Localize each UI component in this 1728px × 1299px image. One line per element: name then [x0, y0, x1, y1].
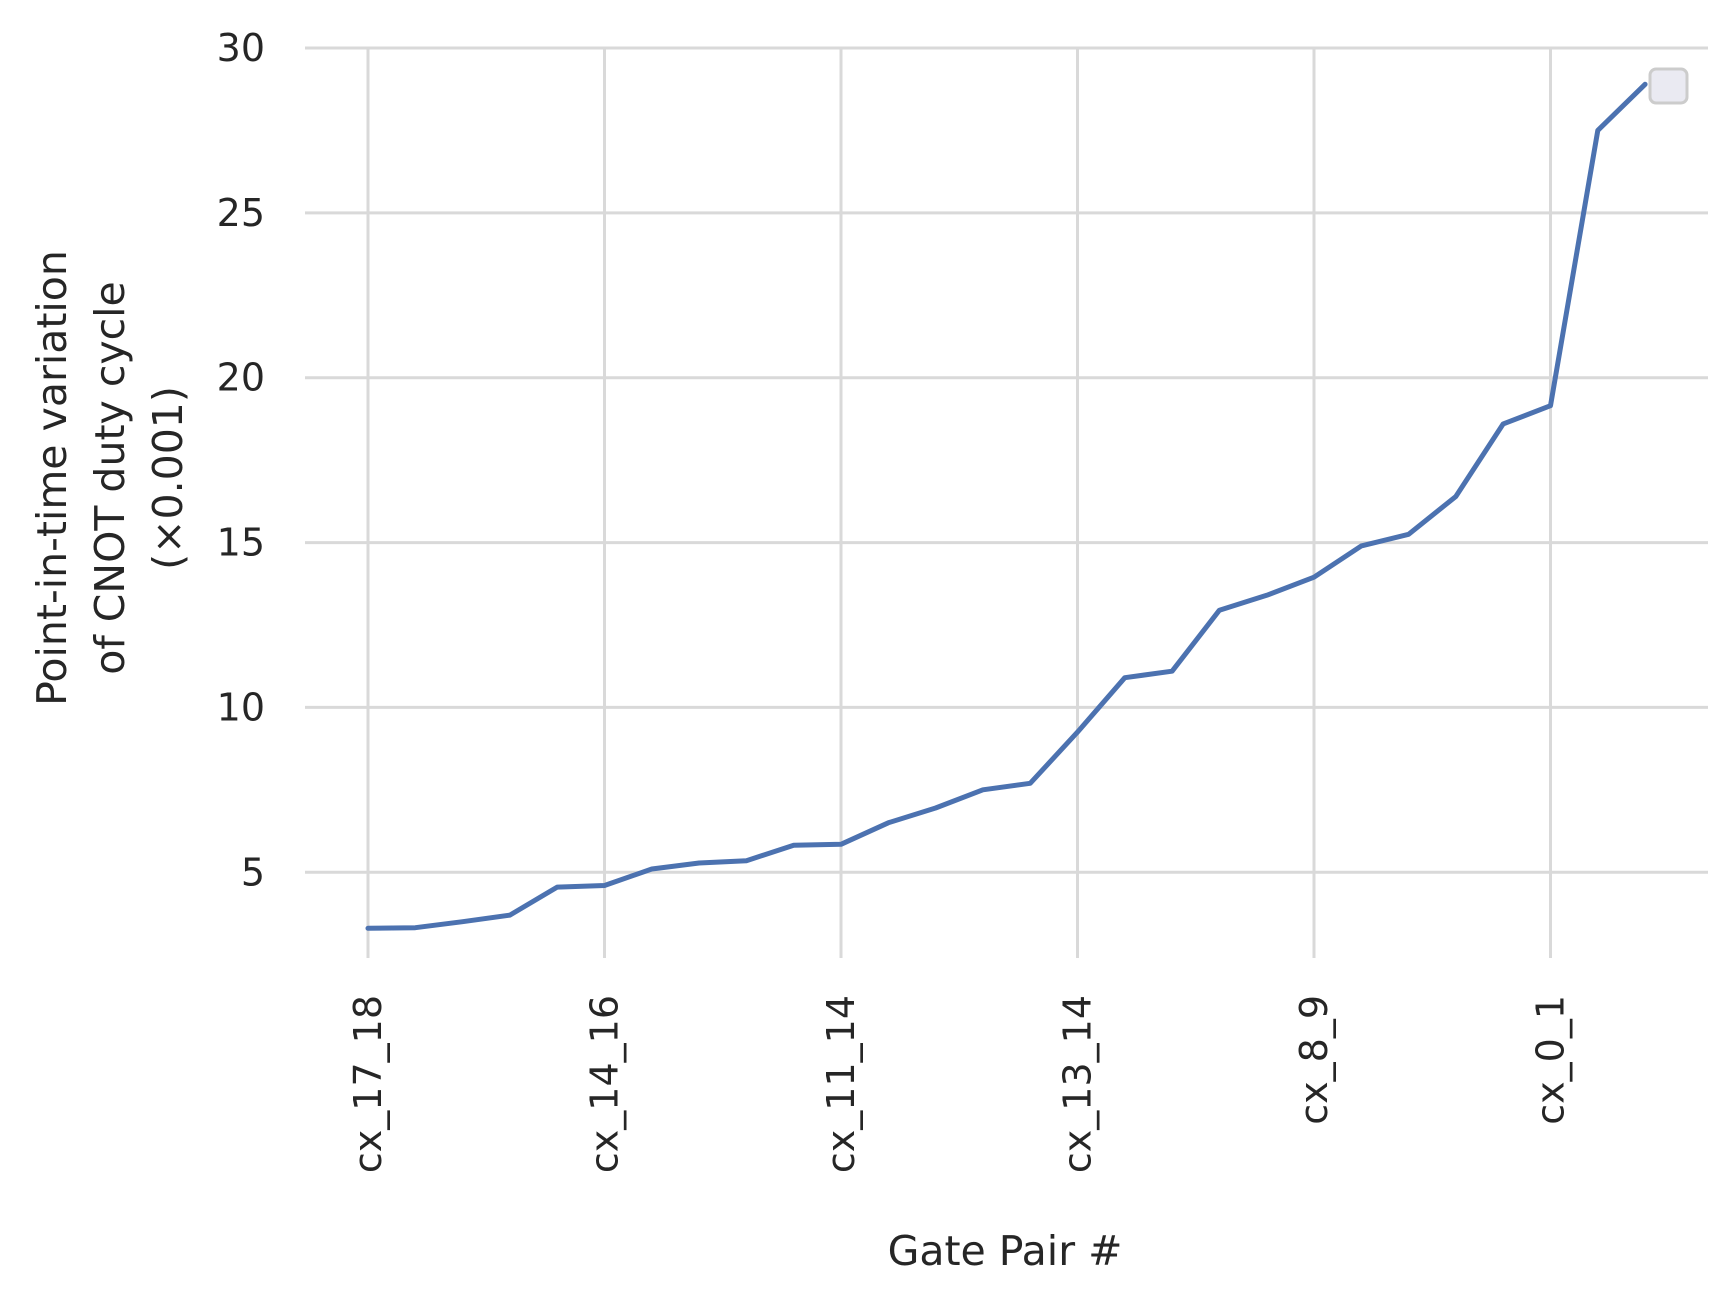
x-tick-label: cx_14_16	[583, 995, 627, 1173]
x-gridlines	[366, 48, 1552, 958]
x-tick-label: cx_13_14	[1056, 995, 1100, 1173]
y-tick-label: 15	[217, 521, 265, 565]
y-tick-label: 5	[241, 850, 265, 894]
y-axis-title-line-2: of CNOT duty cycle	[86, 281, 134, 675]
y-gridlines	[305, 46, 1708, 874]
y-axis-title-line-1: Point-in-time variation	[28, 250, 76, 706]
x-axis-title: Gate Pair #	[888, 1227, 1123, 1275]
legend-box	[1648, 67, 1689, 105]
y-tick-label: 30	[217, 26, 265, 70]
y-axis-title-line-3: (×0.001)	[144, 386, 192, 570]
x-tick-labels: cx_17_18 cx_14_16 cx_11_14 cx_13_14 cx_8_9 cx…	[346, 995, 1573, 1173]
series-line	[365, 81, 1648, 931]
y-tick-labels: 5 10 15 20 25 30	[217, 26, 265, 894]
y-tick-label: 10	[217, 685, 265, 729]
y-tick-label: 20	[217, 356, 265, 400]
x-tick-label: cx_8_9	[1292, 995, 1336, 1125]
x-tick-label: cx_17_18	[346, 995, 390, 1173]
x-tick-label: cx_0_1	[1529, 995, 1573, 1125]
y-axis-title: Point-in-time variation of CNOT duty cyc…	[28, 250, 192, 706]
y-tick-label: 25	[217, 191, 265, 235]
x-tick-label: cx_11_14	[819, 995, 863, 1173]
